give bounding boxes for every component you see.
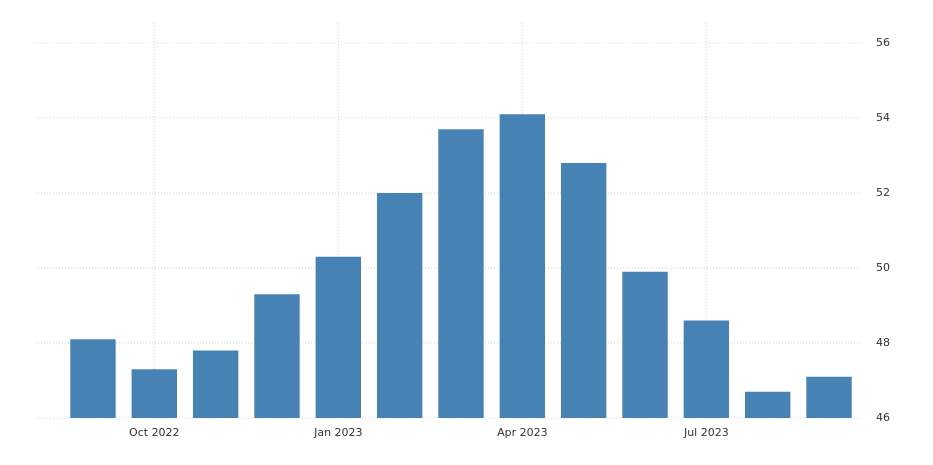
x-tick-label: Apr 2023	[497, 426, 548, 439]
bar	[438, 129, 484, 418]
bar	[622, 271, 668, 418]
bar	[560, 163, 607, 418]
y-tick-label: 56	[876, 36, 890, 49]
y-tick-label: 46	[876, 411, 890, 424]
bar	[131, 369, 178, 418]
bar	[70, 339, 116, 418]
bar	[499, 114, 546, 418]
bar	[744, 391, 791, 418]
x-tick-label: Jan 2023	[313, 426, 362, 439]
y-tick-label: 48	[876, 336, 890, 349]
bar	[806, 376, 852, 418]
y-tick-label: 54	[876, 111, 890, 124]
x-tick-label: Oct 2022	[129, 426, 180, 439]
bar	[376, 193, 423, 418]
bar	[192, 350, 239, 418]
bar	[254, 294, 300, 418]
bar	[683, 320, 730, 418]
x-tick-label: Jul 2023	[683, 426, 729, 439]
y-tick-label: 50	[876, 261, 890, 274]
bar	[315, 256, 362, 418]
y-tick-label: 52	[876, 186, 890, 199]
